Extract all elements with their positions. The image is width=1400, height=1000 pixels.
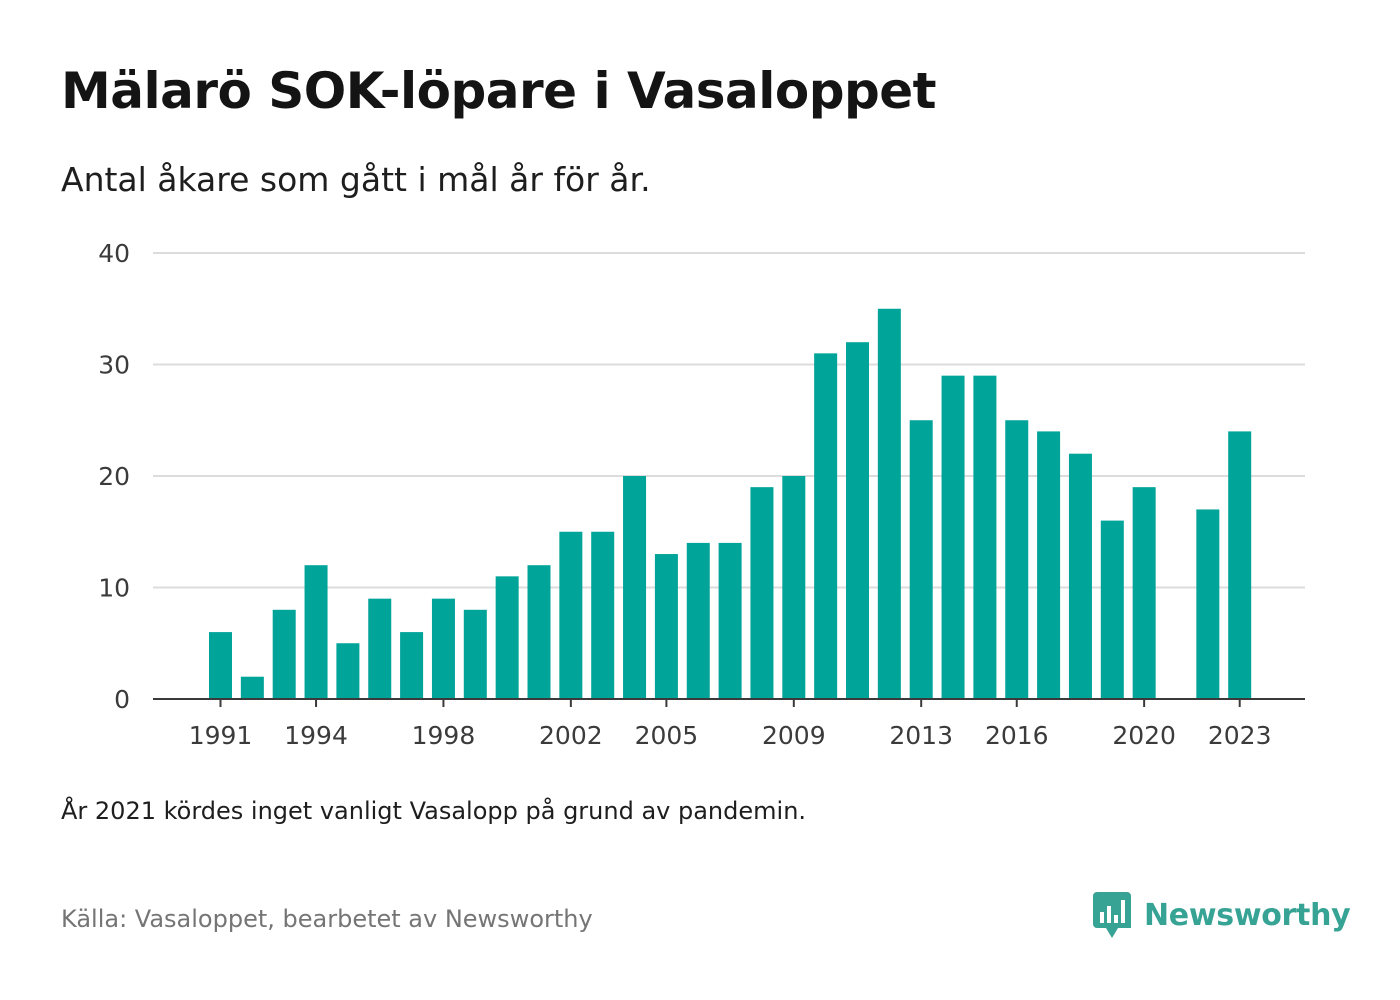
x-tick-label: 1998 [412,721,476,750]
bar-1994 [304,565,328,699]
bar-2006 [686,542,710,699]
bar-2000 [495,576,519,699]
bar-1999 [463,609,487,699]
bar-2019 [1100,520,1124,699]
y-tick-label: 0 [114,685,130,714]
x-tick-label: 2020 [1112,721,1176,750]
bars [209,308,1252,699]
bar-2016 [1005,420,1029,699]
bar-2023 [1228,431,1252,699]
x-tick-label: 1994 [284,721,348,750]
bar-2011 [846,342,869,699]
x-tick-label: 2002 [539,721,603,750]
bar-1996 [368,598,392,699]
chart-subtitle: Antal åkare som gått i mål år för år. [61,160,651,199]
axes: 0 10 20 30 40 1991 1994 1998 2002 2005 2009 2013 201… [98,239,1305,750]
newsworthy-logo-icon [1093,892,1131,938]
bar-2014 [941,375,965,699]
source-text: Källa: Vasaloppet, bearbetet av Newswort… [61,905,593,933]
y-tick-label: 40 [98,239,130,268]
chart-title: Mälarö SOK-löpare i Vasaloppet [61,62,937,120]
bar-2010 [814,353,838,699]
bar-2013 [909,420,933,699]
bar-1991 [209,632,232,699]
gridlines [153,252,1305,589]
bar-2018 [1068,453,1092,699]
x-tick-label: 1991 [189,721,253,750]
bar-2017 [1037,431,1061,699]
x-tick-label: 2023 [1208,721,1272,750]
bar-chart: 0 10 20 30 40 1991 1994 1998 2002 2005 2009 2013 201… [98,239,1305,750]
bar-2007 [718,542,742,699]
bar-1998 [431,598,455,699]
bar-2022 [1196,509,1220,699]
bar-1997 [400,632,424,699]
bar-2020 [1132,487,1156,699]
brand-name: Newsworthy [1144,897,1351,933]
x-tick-label: 2013 [889,721,953,750]
y-tick-label: 20 [98,462,130,491]
x-tick-label: 2016 [985,721,1049,750]
x-tick-label: 2009 [762,721,826,750]
chart-note: År 2021 kördes inget vanligt Vasalopp på… [61,797,807,825]
brand-logo: Newsworthy [1092,890,1351,940]
bar-2008 [750,487,774,699]
bar-2012 [877,308,901,699]
bar-1992 [240,676,264,699]
x-tick-label: 2005 [635,721,699,750]
bar-2002 [559,531,583,699]
bar-1993 [272,609,296,699]
bar-2001 [527,565,551,699]
y-tick-label: 30 [98,351,130,380]
y-tick-label: 10 [98,574,130,603]
bar-1995 [336,643,360,699]
bar-2009 [782,476,806,699]
bar-2005 [654,554,678,699]
bar-2003 [591,531,615,699]
bar-2004 [623,476,647,699]
bar-2015 [973,375,997,699]
